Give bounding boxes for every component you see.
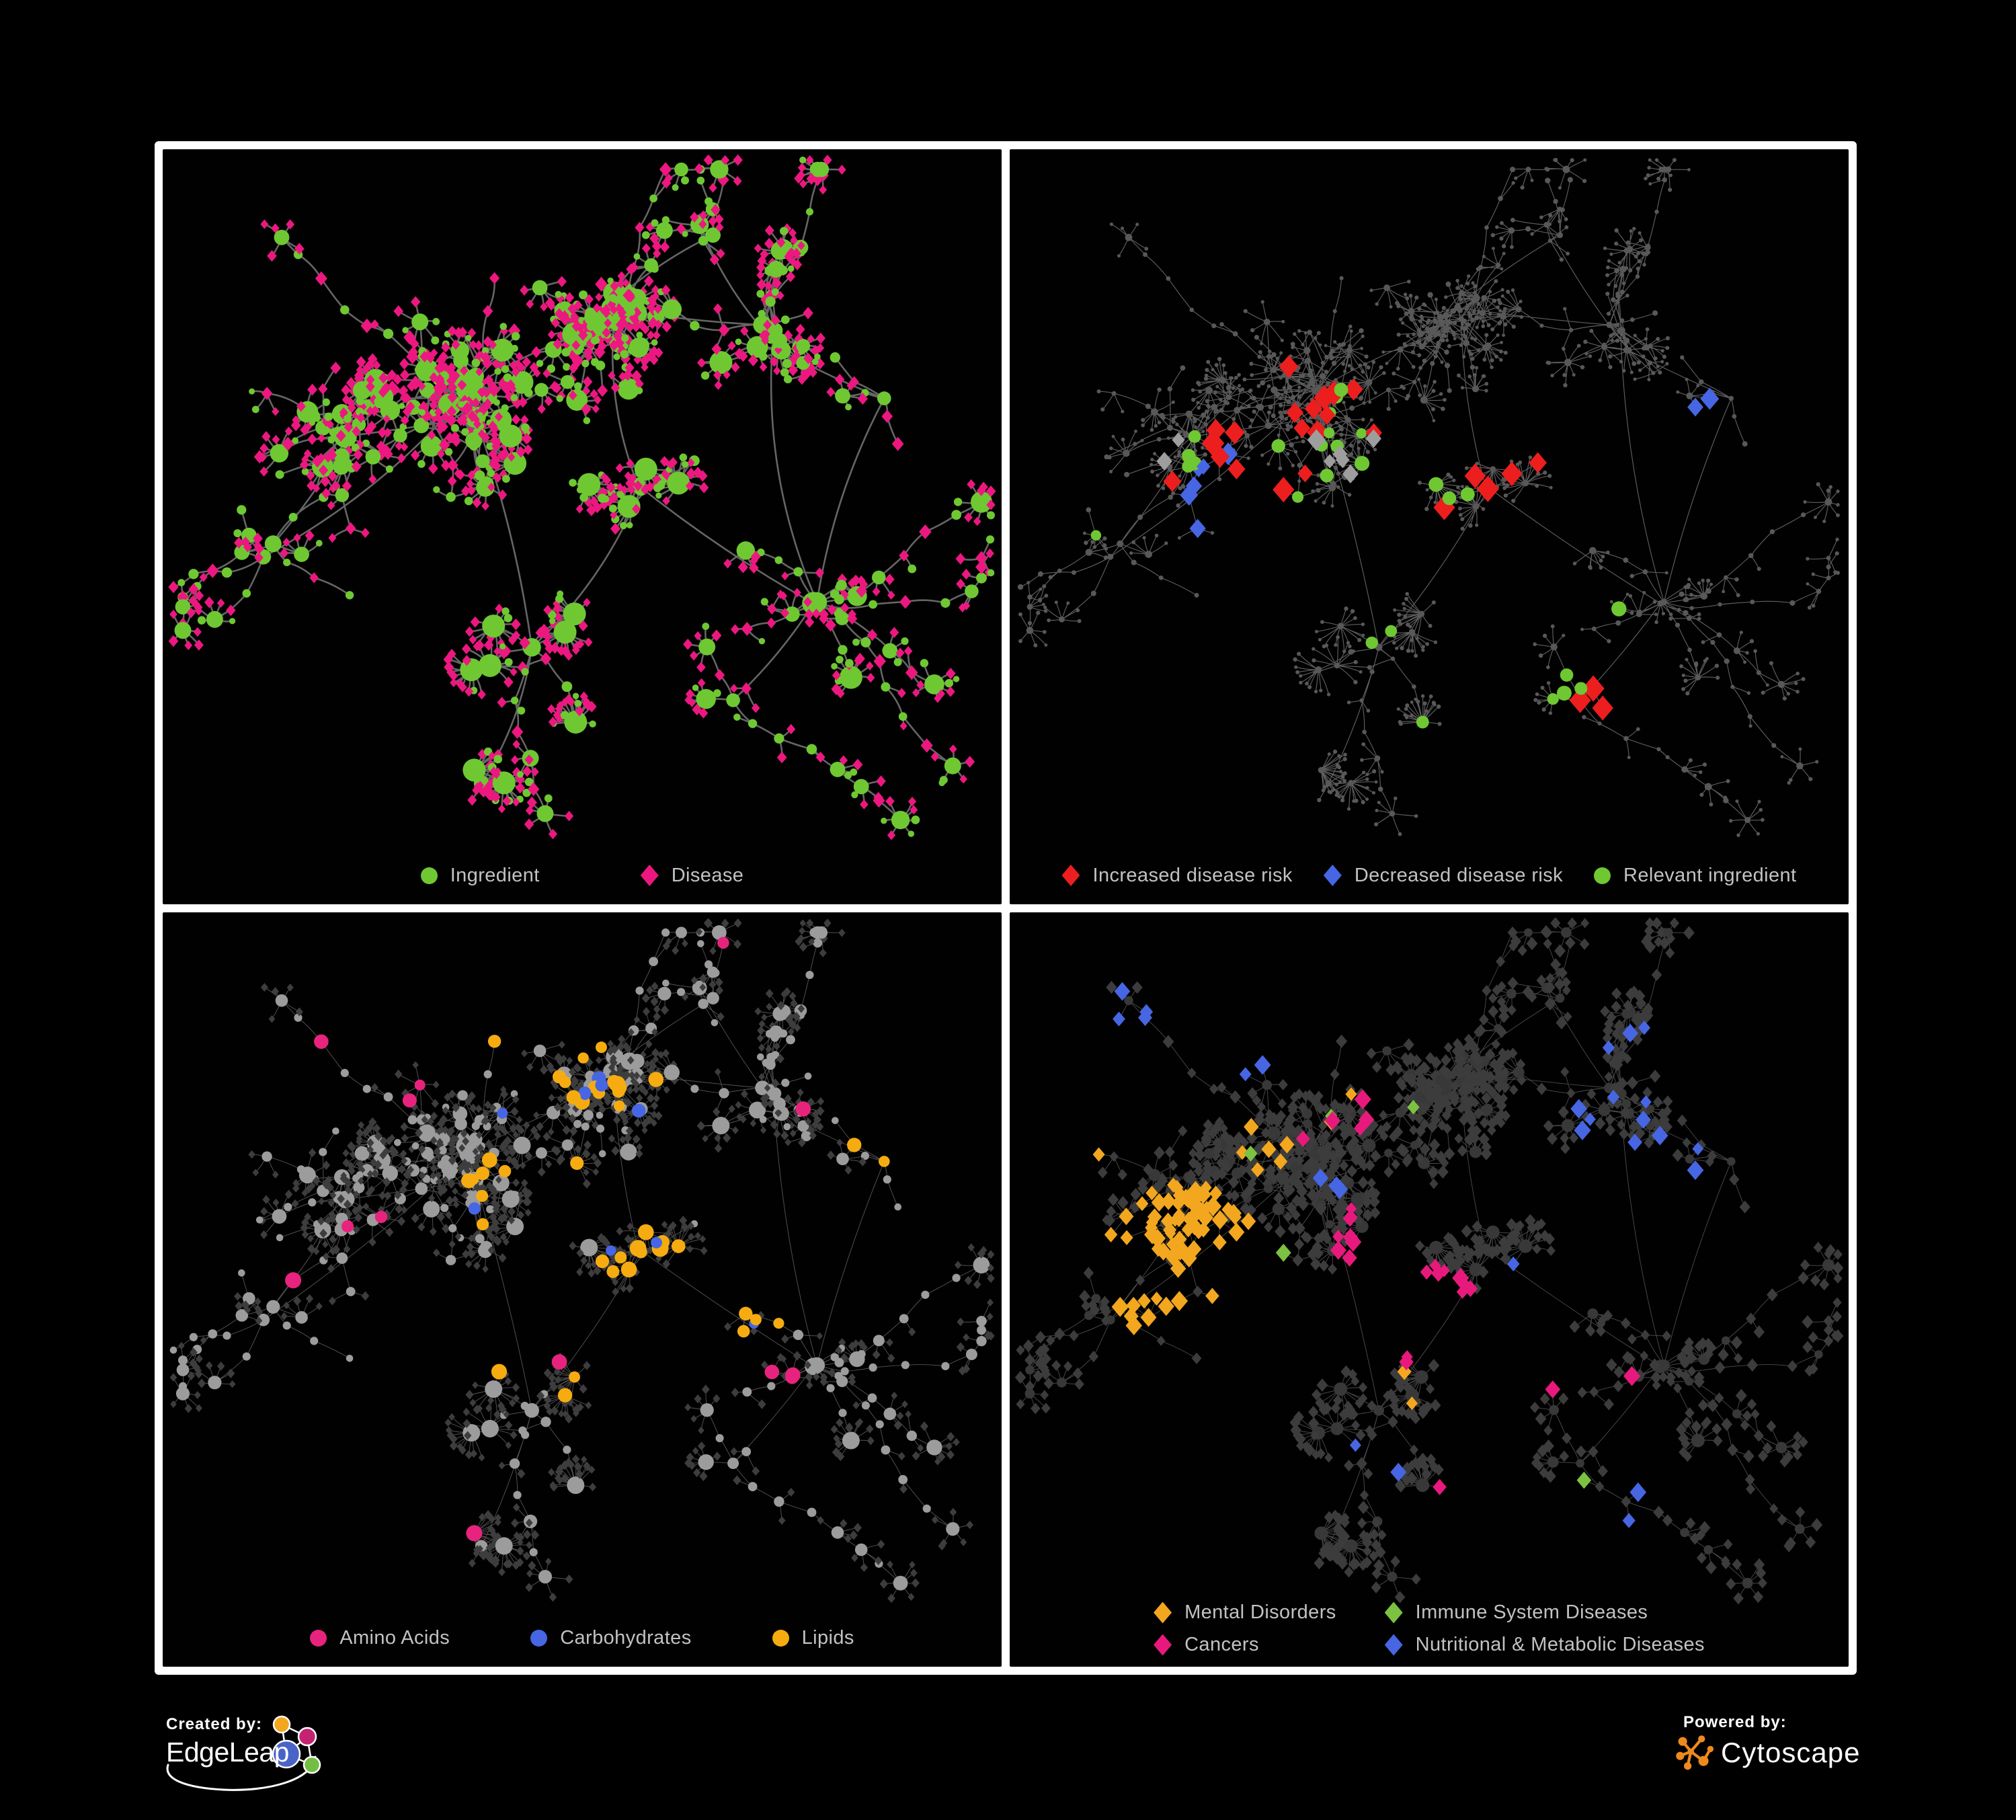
legend-label: Nutritional & Metabolic Diseases xyxy=(1415,1634,1705,1655)
legend-label: Relevant ingredient xyxy=(1623,864,1797,886)
mental-disorders-diamond-marker-icon xyxy=(1154,1601,1172,1624)
panel-nutrient-categories: Amino Acids Carbohydrates Lipids xyxy=(163,912,1002,1667)
legend-label: Decreased disease risk xyxy=(1354,864,1564,886)
legend-item-lipids: Lipids xyxy=(772,1627,854,1649)
increased-disease-risk-diamond-marker-icon xyxy=(1061,865,1080,886)
created-by-label: Created by: xyxy=(166,1715,263,1733)
legend-item-nutritional-metabolic-diseases: Nutritional & Metabolic Diseases xyxy=(1384,1634,1705,1656)
legend-item-immune-system-diseases: Immune System Diseases xyxy=(1384,1601,1648,1624)
powered-by-label: Powered by: xyxy=(1683,1713,1787,1731)
disease-diamond-marker-icon xyxy=(640,865,659,886)
legend-disease-risk: Increased disease risk Decreased disease … xyxy=(1010,865,1849,887)
legend-ingredient-disease: Ingredient Disease xyxy=(163,865,1002,887)
legend-item-decreased-disease-risk: Decreased disease risk xyxy=(1323,864,1564,887)
nutrient-categories-network xyxy=(169,918,995,1603)
edgeleap-node-pink xyxy=(297,1727,317,1747)
legend-disease-categories: Mental Disorders Immune System Diseases Ca… xyxy=(1154,1601,1705,1656)
cancers-diamond-marker-icon xyxy=(1154,1634,1172,1656)
panel-ingredient-disease: Ingredient Disease xyxy=(163,149,1002,904)
edgeleap-wordmark: EdgeLeap xyxy=(166,1737,289,1768)
panel-disease-categories: Mental Disorders Immune System Diseases Ca… xyxy=(1010,912,1849,1667)
decreased-disease-risk-diamond-marker-icon xyxy=(1323,865,1342,886)
panel-disease-risk: Increased disease risk Decreased disease … xyxy=(1010,149,1849,904)
edgeleap-node-green xyxy=(303,1755,321,1774)
legend-label: Immune System Diseases xyxy=(1415,1601,1648,1623)
carbohydrates-circle-marker-icon xyxy=(530,1630,548,1647)
legend-item-mental-disorders: Mental Disorders xyxy=(1154,1601,1336,1624)
cytoscape-branding: Powered by: xyxy=(1674,1708,1869,1795)
immune-system-diseases-diamond-marker-icon xyxy=(1384,1601,1403,1624)
legend-item-amino-acids: Amino Acids xyxy=(310,1627,450,1649)
legend-item-carbohydrates: Carbohydrates xyxy=(530,1627,691,1649)
legend-item-increased-disease-risk: Increased disease risk xyxy=(1061,865,1292,887)
lipids-circle-marker-icon xyxy=(772,1630,789,1647)
legend-label: Carbohydrates xyxy=(560,1627,692,1649)
cytoscape-wordmark: Cytoscape xyxy=(1721,1737,1861,1768)
cytoscape-logo-nodes xyxy=(1676,1735,1714,1770)
nutritional-metabolic-diseases-diamond-marker-icon xyxy=(1384,1634,1403,1656)
amino-acids-circle-marker-icon xyxy=(310,1630,327,1647)
cytoscape-logo xyxy=(1676,1735,1714,1770)
edgeleap-swoosh xyxy=(166,1755,317,1791)
legend-label: Mental Disorders xyxy=(1184,1601,1336,1623)
edgeleap-logo xyxy=(166,1715,321,1791)
legend-item-relevant-ingredient: Relevant ingredient xyxy=(1594,865,1796,887)
legend-item-cancers: Cancers xyxy=(1154,1634,1259,1656)
legend-label: Increased disease risk xyxy=(1092,864,1293,886)
legend-label: Amino Acids xyxy=(339,1627,450,1649)
legend-label: Cancers xyxy=(1184,1634,1259,1655)
legend-label: Ingredient xyxy=(450,864,540,886)
disease-risk-network xyxy=(1017,157,1840,837)
edgeleap-branding: Created by: EdgeLeap xyxy=(157,1710,338,1811)
legend-nutrient-categories: Amino Acids Carbohydrates Lipids xyxy=(163,1627,1002,1649)
ingredient-circle-marker-icon xyxy=(420,867,438,884)
edgeleap-node-orange xyxy=(272,1715,291,1734)
disease-categories-network xyxy=(1014,916,1844,1604)
relevant-ingredient-circle-marker-icon xyxy=(1594,867,1611,884)
edgeleap-node-blue xyxy=(272,1739,301,1769)
legend-item-ingredient: Ingredient xyxy=(420,864,540,887)
legend-item-disease: Disease xyxy=(640,864,744,887)
ingredient-disease-network xyxy=(168,154,996,840)
panel-grid: Ingredient Disease Increased disease risk… xyxy=(155,141,1857,1675)
legend-label: Disease xyxy=(671,864,744,886)
legend-label: Lipids xyxy=(801,1627,854,1649)
